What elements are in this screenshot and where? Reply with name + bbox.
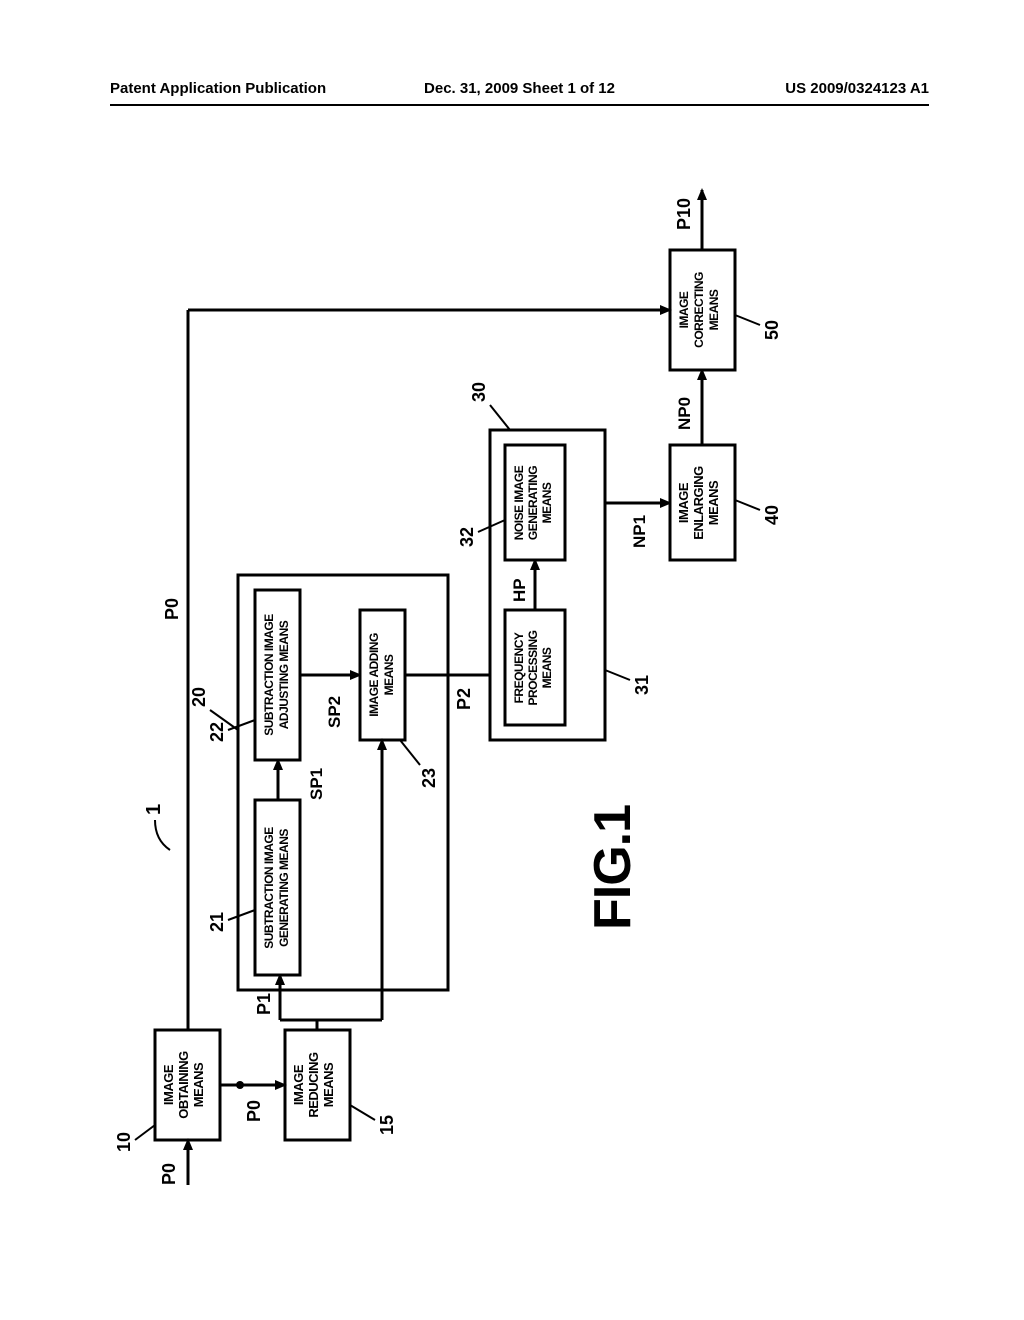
svg-text:50: 50 (762, 320, 782, 340)
svg-text:SUBTRACTION IMAGE: SUBTRACTION IMAGE (262, 827, 276, 949)
block-image-correcting: IMAGE CORRECTING MEANS 50 (670, 250, 782, 370)
svg-text:IMAGE: IMAGE (161, 1064, 176, 1105)
svg-text:MEANS: MEANS (191, 1062, 206, 1107)
svg-text:REDUCING: REDUCING (306, 1052, 321, 1118)
svg-text:ADJUSTING MEANS: ADJUSTING MEANS (277, 620, 291, 729)
svg-text:GENERATING MEANS: GENERATING MEANS (277, 829, 291, 947)
block-noise-image-generating: NOISE IMAGE GENERATING MEANS 32 (457, 445, 565, 560)
block-subtraction-adjusting: SUBTRACTION IMAGE ADJUSTING MEANS 22 (207, 590, 300, 760)
signal-P0-in: P0 (159, 1163, 179, 1185)
svg-text:IMAGE: IMAGE (676, 482, 691, 523)
svg-text:32: 32 (457, 527, 477, 547)
svg-text:20: 20 (189, 687, 209, 707)
signal-HP: HP (510, 578, 529, 602)
svg-text:GENERATING: GENERATING (526, 466, 540, 540)
system-ref-1: 1 (143, 804, 238, 850)
svg-text:MEANS: MEANS (540, 482, 554, 523)
header-middle: Dec. 31, 2009 Sheet 1 of 12 (424, 80, 615, 97)
svg-text:PROCESSING: PROCESSING (526, 630, 540, 705)
svg-text:30: 30 (469, 382, 489, 402)
header-right: US 2009/0324123 A1 (785, 80, 929, 104)
signal-NP0: NP0 (675, 397, 694, 430)
svg-text:MEANS: MEANS (321, 1062, 336, 1107)
signal-SP1: SP1 (307, 768, 326, 800)
block-image-obtaining: IMAGE OBTAINING MEANS 10 (114, 1030, 220, 1152)
svg-text:IMAGE: IMAGE (677, 291, 691, 328)
svg-text:MEANS: MEANS (382, 654, 396, 695)
svg-text:MEANS: MEANS (707, 289, 721, 330)
svg-text:10: 10 (114, 1132, 134, 1152)
svg-text:ENLARGING: ENLARGING (691, 466, 706, 540)
svg-text:MEANS: MEANS (540, 647, 554, 688)
block-diagram: IMAGE OBTAINING MEANS 10 P0 IMAGE REDUCI… (110, 140, 910, 1200)
svg-text:21: 21 (207, 912, 227, 932)
svg-text:OBTAINING: OBTAINING (176, 1051, 191, 1119)
svg-text:1: 1 (143, 804, 165, 815)
signal-P1: P1 (254, 993, 274, 1015)
svg-text:IMAGE: IMAGE (291, 1064, 306, 1105)
figure-label: FIG.1 (584, 805, 642, 930)
block-image-enlarging: IMAGE ENLARGING MEANS 40 (670, 445, 782, 560)
svg-text:31: 31 (632, 675, 652, 695)
header-left: Patent Application Publication (110, 80, 326, 104)
block-image-reducing: IMAGE REDUCING MEANS 15 (285, 1030, 397, 1140)
page-header: Patent Application Publication Dec. 31, … (110, 80, 929, 106)
svg-text:15: 15 (377, 1115, 397, 1135)
signal-NP1: NP1 (630, 515, 649, 548)
signal-SP2: SP2 (325, 696, 344, 728)
signal-P0-top: P0 (162, 598, 182, 620)
svg-text:IMAGE ADDING: IMAGE ADDING (367, 633, 381, 717)
svg-text:FREQUENCY: FREQUENCY (512, 632, 526, 703)
svg-text:SUBTRACTION IMAGE: SUBTRACTION IMAGE (262, 614, 276, 736)
svg-text:MEANS: MEANS (706, 480, 721, 525)
signal-P2: P2 (454, 688, 474, 710)
svg-text:NOISE IMAGE: NOISE IMAGE (512, 465, 526, 540)
svg-text:40: 40 (762, 505, 782, 525)
signal-P0-a: P0 (244, 1100, 264, 1122)
signal-P10: P10 (674, 198, 694, 230)
svg-text:22: 22 (207, 722, 227, 742)
svg-text:CORRECTING: CORRECTING (692, 272, 706, 348)
block-subtraction-generating: SUBTRACTION IMAGE GENERATING MEANS 21 (207, 800, 300, 975)
svg-text:23: 23 (419, 768, 439, 788)
